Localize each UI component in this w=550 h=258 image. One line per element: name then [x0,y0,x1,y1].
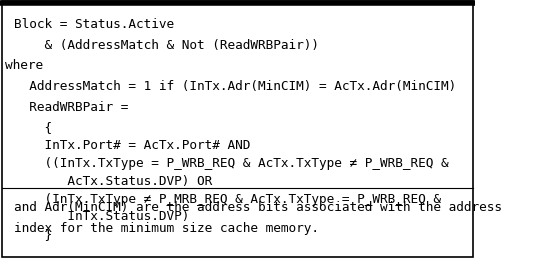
Text: AddressMatch = 1 if (InTx.Adr(MinCIM) = AcTx.Adr(MinCIM): AddressMatch = 1 if (InTx.Adr(MinCIM) = … [14,80,456,93]
Text: Block = Status.Active: Block = Status.Active [14,18,174,31]
Text: }: } [14,228,52,241]
FancyBboxPatch shape [2,1,473,257]
Text: (InTx.TxType ≠ P_MRB_REQ & AcTx.TxType = P_WRB_REQ &: (InTx.TxType ≠ P_MRB_REQ & AcTx.TxType =… [14,194,441,206]
Text: InTx.Status.DVP): InTx.Status.DVP) [14,210,190,223]
Text: & (AddressMatch & Not (ReadWRBPair)): & (AddressMatch & Not (ReadWRBPair)) [14,39,319,52]
Text: {: { [14,121,52,134]
Text: InTx.Port# = AcTx.Port# AND: InTx.Port# = AcTx.Port# AND [14,139,251,152]
Text: AcTx.Status.DVP) OR: AcTx.Status.DVP) OR [14,175,212,188]
Text: ReadWRBPair =: ReadWRBPair = [14,101,129,114]
Text: where: where [5,59,43,72]
Text: index for the minimum size cache memory.: index for the minimum size cache memory. [14,222,319,235]
Text: and Adr(MinCIM) are the address bits associated with the address: and Adr(MinCIM) are the address bits ass… [14,201,502,214]
Text: ((InTx.TxType = P_WRB_REQ & AcTx.TxType ≠ P_WRB_REQ &: ((InTx.TxType = P_WRB_REQ & AcTx.TxType … [14,157,449,170]
